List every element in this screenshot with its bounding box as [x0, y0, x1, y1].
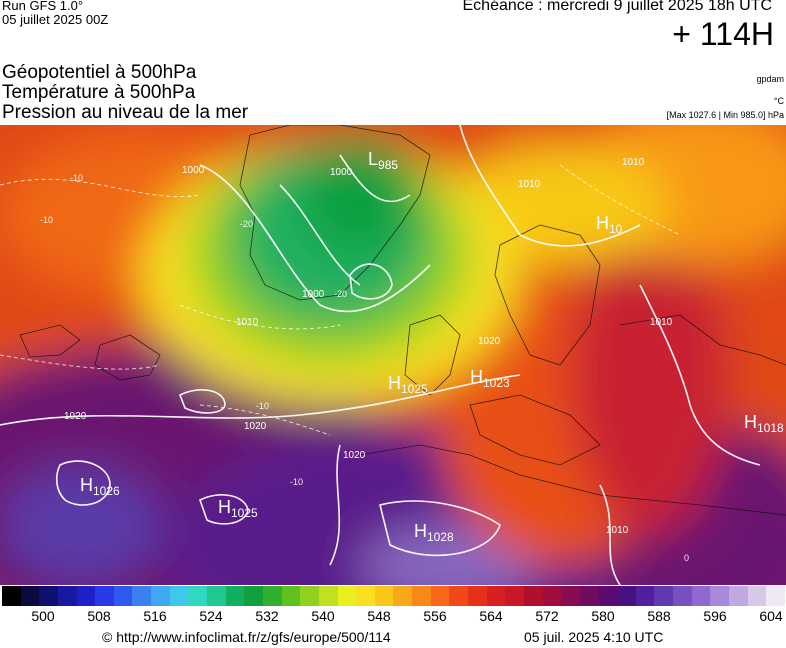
colorbar-swatch [95, 586, 114, 606]
run-date: 05 juillet 2025 00Z [2, 12, 109, 27]
svg-text:-10: -10 [70, 173, 83, 183]
colorbar-swatch [132, 586, 152, 606]
colorbar-swatch [673, 586, 692, 606]
colorbar-swatch [57, 586, 77, 606]
isotherm-labels: -10 -10 -10 -10 -20 -20 0 [40, 173, 689, 563]
source-url: © http://www.infoclimat.fr/z/gfs/europe/… [102, 629, 391, 645]
colorbar-swatch [691, 586, 711, 606]
svg-text:1010: 1010 [236, 317, 259, 328]
colorbar-swatch [151, 586, 170, 606]
isobar-labels: 1020 1020 1020 1020 1000 1000 1000 1010 … [64, 157, 673, 536]
svg-text:1000: 1000 [302, 289, 325, 300]
high-center-north-sea: H1023 [470, 367, 510, 390]
colorbar [2, 586, 785, 606]
svg-text:1010: 1010 [622, 157, 645, 168]
colorbar-tick-label: 580 [591, 608, 615, 624]
colorbar-tick-label: 540 [311, 608, 335, 624]
geopotential-field [0, 125, 786, 585]
colorbar-tick-label: 500 [31, 608, 55, 624]
colorbar-swatch [20, 586, 40, 606]
svg-text:1010: 1010 [606, 525, 629, 536]
colorbar-swatch [635, 586, 655, 606]
unit-geopotential: gpdam [756, 74, 784, 84]
svg-text:-10: -10 [290, 477, 303, 487]
colorbar-swatch [747, 586, 767, 606]
svg-text:-20: -20 [240, 219, 253, 229]
colorbar-tick-label: 508 [87, 608, 111, 624]
colorbar-tick-label: 588 [647, 608, 671, 624]
colorbar-swatch [523, 586, 543, 606]
colorbar-swatch [468, 586, 487, 606]
colorbar-swatch [207, 586, 226, 606]
svg-text:-20: -20 [334, 289, 347, 299]
colorbar-tick-label: 532 [255, 608, 279, 624]
colorbar-swatch [766, 586, 785, 606]
colorbar-swatch [393, 586, 413, 606]
colorbar-swatch [412, 586, 431, 606]
colorbar-swatch [654, 586, 674, 606]
colorbar-tick-label: 604 [759, 608, 783, 624]
svg-text:1020: 1020 [478, 336, 501, 347]
svg-text:1010: 1010 [650, 317, 673, 328]
colorbar-swatch [113, 586, 133, 606]
colorbar-swatch [356, 586, 375, 606]
svg-text:-10: -10 [40, 215, 53, 225]
unit-pressure-range: [Max 1027.6 | Min 985.0] hPa [666, 110, 784, 120]
colorbar-swatch [244, 586, 263, 606]
colorbar-swatch [430, 586, 450, 606]
colorbar-swatch [579, 586, 599, 606]
colorbar-swatch [318, 586, 338, 606]
unit-temperature: °C [773, 96, 784, 106]
colorbar-swatch [710, 586, 729, 606]
colorbar-swatch [598, 586, 618, 606]
colorbar-tick-label: 572 [535, 608, 559, 624]
colorbar-swatch [337, 586, 357, 606]
colorbar-swatch [374, 586, 394, 606]
colorbar-tick-label: 596 [703, 608, 727, 624]
svg-text:1000: 1000 [182, 165, 205, 176]
run-title: Run GFS 1.0° [2, 0, 84, 13]
valid-time: Echéance : mercredi 9 juillet 2025 18h U… [462, 0, 773, 14]
svg-text:1020: 1020 [343, 450, 366, 461]
colorbar-tick-label: 524 [199, 608, 223, 624]
pressure-centers: H1025 H1023 H1026 H1025 H1028 H1018 H10 … [80, 149, 784, 544]
colorbar-tick-label: 516 [143, 608, 167, 624]
colorbar-swatch [39, 586, 58, 606]
colorbar-swatch [300, 586, 319, 606]
colorbar-swatch [486, 586, 506, 606]
generation-time: 05 juil. 2025 4:10 UTC [524, 629, 664, 645]
colorbar-tick-label: 548 [367, 608, 391, 624]
colorbar-swatch [505, 586, 524, 606]
colorbar-tick-label: 564 [479, 608, 503, 624]
coastlines [19, 125, 786, 516]
colorbar-swatch [542, 586, 562, 606]
layer-pressure: Pression au niveau de la mer [2, 102, 249, 123]
layer-temperature: Température à 500hPa [2, 82, 196, 103]
weather-map: H1025 H1023 H1026 H1025 H1028 H1018 H10 … [0, 125, 786, 585]
colorbar-swatch [188, 586, 208, 606]
svg-text:1020: 1020 [244, 421, 267, 432]
lead-time: + 114H [672, 16, 774, 52]
isotherms [0, 164, 681, 436]
svg-text:-10: -10 [256, 401, 269, 411]
svg-text:0: 0 [684, 553, 689, 563]
colorbar-swatch [225, 586, 245, 606]
colorbar-swatch [169, 586, 189, 606]
svg-text:1010: 1010 [518, 179, 541, 190]
colorbar-swatch [728, 586, 748, 606]
svg-text:1020: 1020 [64, 411, 87, 422]
colorbar-swatch [561, 586, 580, 606]
colorbar-swatch [76, 586, 96, 606]
colorbar-swatch [262, 586, 282, 606]
isobars [0, 125, 761, 585]
colorbar-swatch [617, 586, 636, 606]
svg-text:1000: 1000 [330, 167, 353, 178]
colorbar-tick-label: 556 [423, 608, 447, 624]
colorbar-swatch [2, 586, 21, 606]
colorbar-swatch [449, 586, 469, 606]
layer-geopotential: Géopotentiel à 500hPa [2, 62, 197, 83]
colorbar-swatch [281, 586, 301, 606]
